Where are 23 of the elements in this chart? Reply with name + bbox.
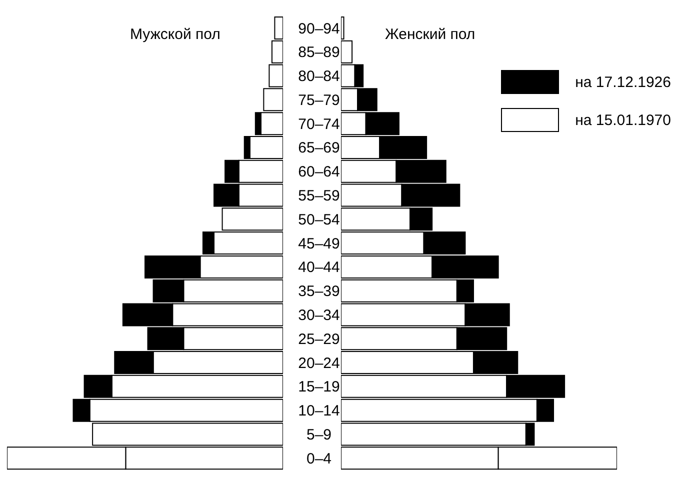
- y-tick-label: 10–14: [298, 402, 340, 420]
- y-tick-label: 85–89: [298, 44, 340, 62]
- y-tick-label: 80–84: [298, 68, 340, 86]
- y-tick-label: 20–24: [298, 354, 340, 372]
- text: Женский пол: [385, 26, 476, 43]
- y-tick-label: 45–49: [298, 235, 340, 252]
- y-tick-label: 70–74: [298, 116, 340, 133]
- y-tick-label: 5–9: [306, 426, 332, 444]
- y-tick-label: 55–59: [298, 188, 340, 205]
- y-tick-label: 40–44: [298, 259, 340, 276]
- legend-label: на 15.01.1970: [575, 112, 671, 128]
- y-tick-label: 30–34: [298, 307, 340, 324]
- y-tick-label: 15–19: [298, 378, 340, 396]
- y-tick-label: 25–29: [298, 330, 340, 348]
- legend-label: на 17.12.1926: [575, 74, 671, 90]
- y-tick-label: 75–79: [298, 92, 340, 109]
- y-tick-label: 65–69: [298, 140, 340, 157]
- y-tick-label: 0–4: [306, 450, 332, 468]
- y-tick-label: 90–94: [298, 20, 340, 38]
- y-tick-label: 35–39: [298, 283, 340, 300]
- text: Мужской пол: [130, 26, 220, 43]
- y-tick-label: 50–54: [298, 211, 340, 228]
- y-tick-label: 60–64: [298, 164, 340, 181]
